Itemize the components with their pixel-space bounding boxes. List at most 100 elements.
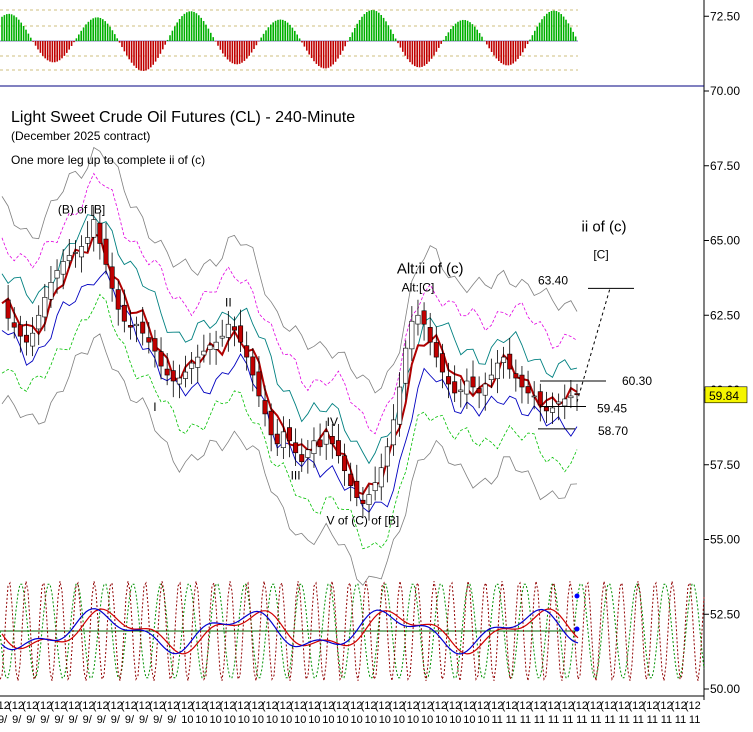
x-date-label: 9/ <box>40 714 50 726</box>
x-tick-label: (12 <box>558 700 574 712</box>
candle <box>323 420 329 460</box>
wave-label: (B) of [B] <box>58 203 105 217</box>
candle-body <box>439 353 445 373</box>
oscillator-dot <box>574 593 580 599</box>
x-date-label: 10 <box>351 714 363 726</box>
candle-body <box>201 350 207 356</box>
candle-body <box>562 398 568 407</box>
candle-body <box>299 454 305 463</box>
x-date-label: 10 <box>365 714 377 726</box>
candle <box>201 334 207 363</box>
candle <box>305 439 311 474</box>
x-date-label: 10 <box>266 714 278 726</box>
x-tick-label: (12 <box>93 700 109 712</box>
x-tick-label: (12 <box>347 700 363 712</box>
candle <box>280 416 286 459</box>
wave-label: I <box>153 400 156 414</box>
y-tick-label: 62.50 <box>710 308 740 322</box>
candle <box>140 306 146 346</box>
candle-body <box>79 246 85 258</box>
x-date-label: 11 <box>534 714 545 726</box>
candle-body <box>397 386 403 425</box>
x-tick-label: (12 <box>375 700 391 712</box>
x-date-label: 10 <box>280 714 292 726</box>
candle-body <box>170 370 176 382</box>
candle-body <box>415 314 421 325</box>
wave-label: [C] <box>593 247 608 261</box>
candle <box>378 453 384 501</box>
candle <box>91 206 97 252</box>
level-label: 59.45 <box>597 401 627 415</box>
candle-body <box>513 373 519 379</box>
chart-subtitle: (December 2025 contract) <box>11 129 151 143</box>
candle-body <box>531 395 537 398</box>
candle-body <box>152 338 158 352</box>
y-tick-label: 57.50 <box>710 458 740 472</box>
candle-body <box>311 440 317 455</box>
candle-body <box>494 362 500 379</box>
x-tick-label: (12 <box>445 700 461 712</box>
x-tick-label: (12 <box>643 700 659 712</box>
candle <box>519 366 525 404</box>
x-tick-label: (12 <box>262 700 278 712</box>
candle <box>488 358 494 389</box>
candle <box>23 320 29 356</box>
x-date-label: 9/ <box>167 714 177 726</box>
candle-body <box>109 266 115 289</box>
x-tick-label: (12 <box>149 700 165 712</box>
candle <box>415 299 421 336</box>
candle <box>531 381 537 410</box>
candle-body <box>427 327 433 343</box>
wave-label: Alt:ii of (c) <box>397 260 464 277</box>
level-label: 58.70 <box>598 424 628 438</box>
y-tick-label: 67.50 <box>710 159 740 173</box>
candle-body <box>329 436 335 445</box>
candle-body <box>274 433 280 445</box>
candle <box>244 331 250 371</box>
candle <box>42 283 48 332</box>
x-tick-label: (12 <box>36 700 52 712</box>
x-tick-label: (12 <box>572 700 588 712</box>
cycle-maroon <box>0 581 705 681</box>
x-tick-label: (12 <box>685 700 701 712</box>
x-tick-label: (12 <box>50 700 66 712</box>
candle-body <box>452 381 458 394</box>
candle <box>293 428 299 467</box>
candle-body <box>421 310 427 325</box>
candle <box>501 346 507 379</box>
candle <box>311 427 317 468</box>
x-date-label: 11 <box>661 714 672 726</box>
x-tick-label: (12 <box>417 700 433 712</box>
candle-body <box>42 297 48 318</box>
y-tick-label: 72.50 <box>710 9 740 23</box>
x-date-label: 9/ <box>139 714 149 726</box>
candle-body <box>262 400 268 415</box>
candle-body <box>158 351 164 367</box>
candle <box>127 310 133 340</box>
candle-body <box>176 377 182 385</box>
candle <box>403 340 409 400</box>
candle-body <box>293 442 299 454</box>
x-date-label: 11 <box>618 714 629 726</box>
candle-body <box>543 406 549 412</box>
candle-body <box>446 376 452 385</box>
price-levels: 63.40 60.30 59.45 58.70 <box>538 273 652 438</box>
x-date-label: 10 <box>477 714 489 726</box>
top-histogram-panel <box>0 9 704 87</box>
x-tick-label: (12 <box>8 700 24 712</box>
candle-body <box>164 368 170 376</box>
candle-body <box>91 219 97 238</box>
x-tick-label: (12 <box>276 700 292 712</box>
candle <box>409 306 415 361</box>
wave-label: ii of (c) <box>582 219 627 236</box>
x-tick-label: (12 <box>0 700 10 712</box>
candle-body <box>323 431 329 445</box>
candle-body <box>372 482 378 492</box>
candle-body <box>30 332 36 347</box>
candle-body <box>378 467 384 488</box>
x-tick-label: (12 <box>473 700 489 712</box>
candle <box>458 379 464 408</box>
candle <box>121 289 127 333</box>
x-tick-label: (12 <box>332 700 348 712</box>
level-label: 60.30 <box>622 374 652 388</box>
